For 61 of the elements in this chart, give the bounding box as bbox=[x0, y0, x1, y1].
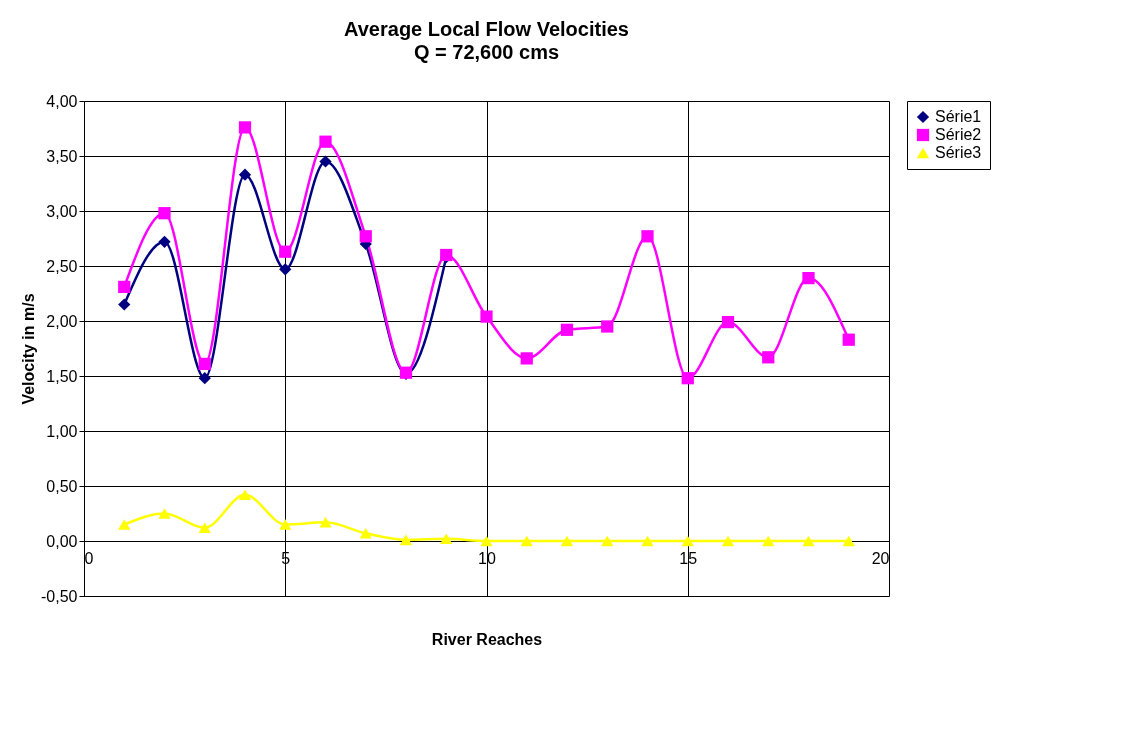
point bbox=[279, 263, 292, 276]
point bbox=[842, 535, 855, 547]
point bbox=[842, 333, 855, 346]
y-tick-label: 0,50 bbox=[46, 477, 78, 495]
point bbox=[480, 535, 493, 547]
point bbox=[359, 528, 372, 539]
point bbox=[601, 320, 614, 333]
point bbox=[560, 323, 574, 336]
x-axis-title: River Reaches bbox=[431, 630, 543, 648]
point bbox=[279, 245, 292, 258]
legend-label: Série3 bbox=[935, 144, 982, 161]
y-tick-label: 0,00 bbox=[46, 532, 78, 550]
y-tick-label: 3,50 bbox=[46, 147, 78, 165]
point bbox=[520, 535, 533, 547]
y-tick-label: 1,00 bbox=[46, 422, 78, 440]
point bbox=[681, 535, 694, 547]
legend-label: Série1 bbox=[935, 108, 982, 125]
point bbox=[118, 280, 131, 294]
point bbox=[560, 535, 574, 547]
point bbox=[520, 352, 533, 365]
chart-subtitle: Q = 72,600 cms bbox=[413, 41, 560, 63]
point bbox=[238, 489, 252, 501]
point bbox=[238, 168, 252, 181]
point bbox=[198, 357, 211, 371]
point bbox=[319, 517, 332, 528]
legend-label: Série2 bbox=[935, 126, 982, 143]
y-tick-label: -0,50 bbox=[41, 587, 78, 605]
point bbox=[762, 351, 775, 364]
y-axis-title: Velocity in m/s bbox=[20, 293, 38, 405]
point bbox=[279, 519, 292, 530]
point bbox=[802, 535, 815, 547]
point bbox=[238, 121, 252, 134]
point bbox=[319, 135, 332, 148]
y-tick-label: 3,00 bbox=[46, 202, 78, 220]
point bbox=[359, 230, 372, 243]
point bbox=[118, 519, 131, 530]
point bbox=[802, 271, 815, 285]
point bbox=[158, 508, 171, 519]
y-tick-label: 2,00 bbox=[46, 312, 78, 330]
point bbox=[480, 310, 493, 323]
point bbox=[198, 372, 211, 385]
point bbox=[721, 535, 735, 547]
y-tick-label: 4,00 bbox=[46, 92, 78, 110]
point bbox=[198, 522, 211, 534]
y-tick-label: 1,50 bbox=[46, 367, 78, 385]
point bbox=[118, 298, 131, 311]
point bbox=[158, 235, 171, 248]
point bbox=[641, 230, 654, 243]
point bbox=[440, 533, 453, 545]
point bbox=[158, 207, 171, 220]
y-tick-label: 2,50 bbox=[46, 257, 78, 275]
x-tick-label: 0 bbox=[84, 549, 94, 567]
point bbox=[721, 315, 735, 329]
point bbox=[399, 534, 413, 546]
point bbox=[762, 535, 775, 547]
point bbox=[319, 155, 332, 168]
point bbox=[641, 535, 654, 547]
point bbox=[601, 535, 614, 547]
chart-title: Average Local Flow Velocities bbox=[344, 18, 629, 40]
point bbox=[681, 372, 694, 385]
x-tick-label: 20 bbox=[871, 549, 890, 567]
